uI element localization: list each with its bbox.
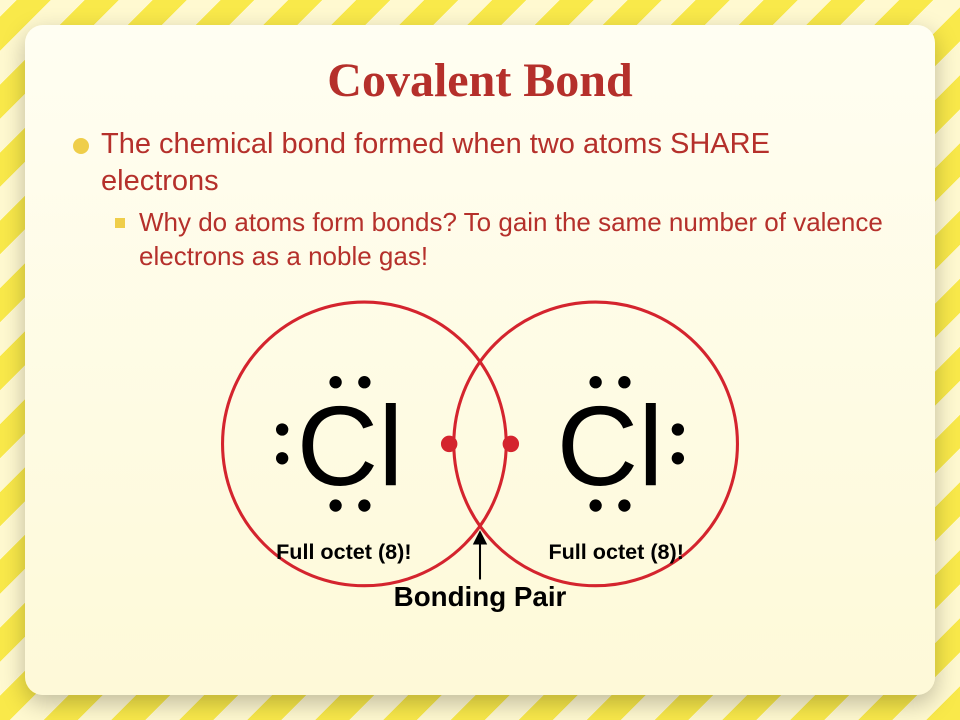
lewis-diagram: Cl Cl Full octet (8)! Full octet (8)! Bo…	[25, 300, 935, 675]
bullet-level1: The chemical bond formed when two atoms …	[73, 126, 887, 200]
slide-card: Covalent Bond The chemical bond formed w…	[25, 25, 935, 695]
slide-title: Covalent Bond	[73, 53, 887, 108]
right-octet-label: Full octet (8)!	[548, 539, 683, 564]
bonding-electron-right	[503, 436, 519, 452]
bonding-electron-left	[441, 436, 457, 452]
atom-right-label: Cl	[557, 383, 664, 509]
bullet-level2: Why do atoms form bonds? To gain the sam…	[115, 206, 887, 274]
left-octet-label: Full octet (8)!	[276, 539, 411, 564]
bonding-arrow-icon	[473, 530, 487, 579]
bullet1-marker-icon	[73, 138, 89, 154]
diagram-svg: Cl Cl Full octet (8)! Full octet (8)! Bo…	[160, 300, 800, 670]
bullet1-text: The chemical bond formed when two atoms …	[101, 126, 887, 200]
atom-left-label: Cl	[297, 383, 404, 509]
bullet2-marker-icon	[115, 218, 125, 228]
bonding-pair-label: Bonding Pair	[394, 581, 567, 612]
bullet2-text: Why do atoms form bonds? To gain the sam…	[139, 206, 887, 274]
